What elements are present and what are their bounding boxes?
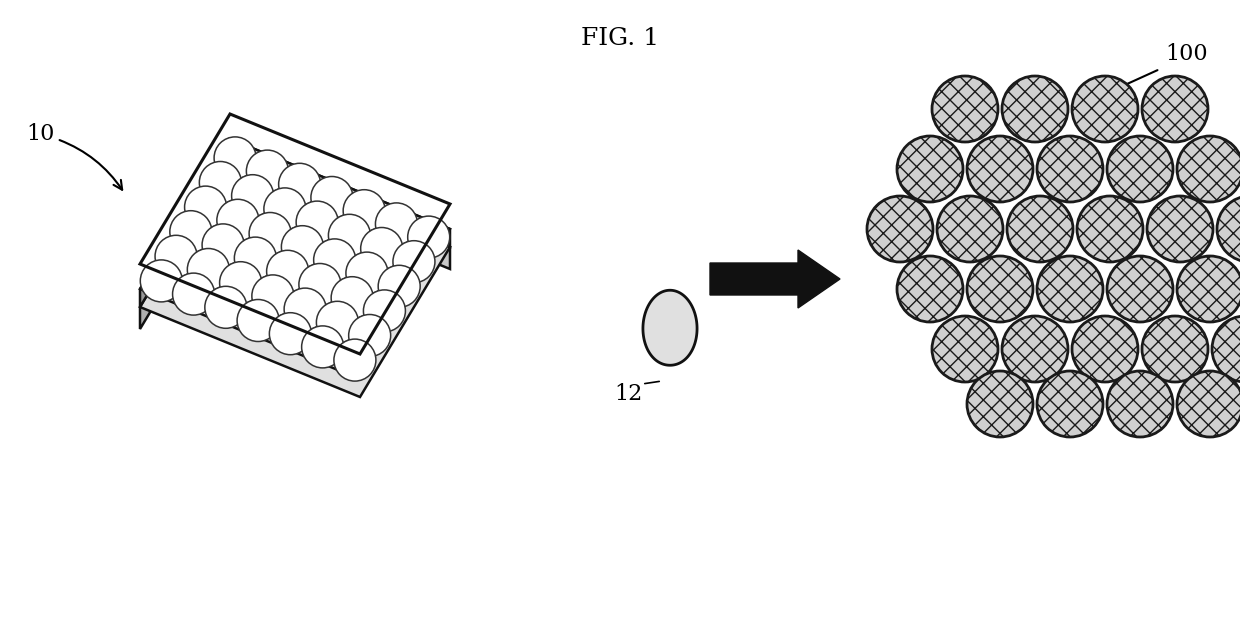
Text: 100: 100: [1166, 43, 1208, 65]
Text: FIG. 1: FIG. 1: [582, 27, 658, 50]
Circle shape: [334, 339, 376, 381]
FancyArrow shape: [711, 250, 839, 308]
Circle shape: [408, 216, 450, 258]
Circle shape: [301, 326, 343, 368]
Circle shape: [284, 288, 326, 330]
Circle shape: [1211, 316, 1240, 382]
Circle shape: [155, 235, 197, 277]
Text: 12: 12: [614, 383, 642, 405]
Circle shape: [1107, 371, 1173, 437]
Polygon shape: [642, 290, 697, 365]
Circle shape: [1147, 196, 1213, 262]
Circle shape: [967, 371, 1033, 437]
Circle shape: [967, 136, 1033, 202]
Circle shape: [348, 314, 391, 357]
Polygon shape: [140, 139, 450, 379]
Circle shape: [331, 277, 373, 319]
Circle shape: [185, 186, 227, 228]
Polygon shape: [140, 157, 450, 397]
Circle shape: [1107, 256, 1173, 322]
Circle shape: [1078, 196, 1143, 262]
Circle shape: [343, 189, 386, 232]
Circle shape: [393, 241, 435, 283]
Circle shape: [932, 316, 998, 382]
Circle shape: [217, 199, 259, 241]
Circle shape: [1216, 196, 1240, 262]
Circle shape: [247, 150, 289, 192]
Circle shape: [897, 256, 963, 322]
Circle shape: [279, 163, 321, 206]
Circle shape: [311, 176, 353, 219]
Circle shape: [1142, 76, 1208, 142]
Circle shape: [252, 275, 294, 317]
Text: 13: 13: [332, 288, 404, 347]
Circle shape: [361, 228, 403, 269]
Circle shape: [232, 175, 274, 217]
Circle shape: [1037, 256, 1104, 322]
Circle shape: [1142, 316, 1208, 382]
Circle shape: [1073, 76, 1138, 142]
Polygon shape: [229, 157, 450, 269]
Circle shape: [897, 136, 963, 202]
Circle shape: [346, 252, 388, 294]
Text: 10: 10: [26, 123, 123, 190]
Circle shape: [281, 226, 324, 267]
Circle shape: [1037, 136, 1104, 202]
Polygon shape: [229, 139, 450, 247]
Circle shape: [376, 203, 418, 245]
Text: 11: 11: [200, 203, 238, 266]
Circle shape: [378, 266, 420, 307]
Circle shape: [215, 137, 257, 179]
Circle shape: [932, 76, 998, 142]
Circle shape: [1177, 136, 1240, 202]
Circle shape: [1002, 76, 1068, 142]
Circle shape: [237, 300, 279, 342]
Circle shape: [1073, 316, 1138, 382]
Polygon shape: [140, 139, 229, 307]
Circle shape: [329, 214, 371, 256]
Circle shape: [264, 188, 306, 230]
Polygon shape: [140, 157, 229, 329]
Circle shape: [937, 196, 1003, 262]
Circle shape: [202, 224, 244, 266]
Circle shape: [170, 210, 212, 253]
Circle shape: [269, 313, 311, 355]
Circle shape: [296, 201, 339, 243]
Circle shape: [363, 290, 405, 332]
Circle shape: [314, 239, 356, 281]
Circle shape: [1107, 136, 1173, 202]
Circle shape: [1002, 316, 1068, 382]
Circle shape: [299, 264, 341, 306]
Circle shape: [316, 301, 358, 344]
Circle shape: [187, 248, 229, 290]
Circle shape: [219, 262, 262, 304]
Circle shape: [249, 212, 291, 254]
Circle shape: [200, 162, 242, 204]
Circle shape: [1037, 371, 1104, 437]
Circle shape: [140, 260, 182, 302]
Circle shape: [172, 273, 215, 315]
Circle shape: [234, 237, 277, 279]
Circle shape: [267, 250, 309, 292]
Circle shape: [1007, 196, 1073, 262]
Circle shape: [205, 287, 247, 328]
Circle shape: [967, 256, 1033, 322]
Circle shape: [1177, 256, 1240, 322]
Circle shape: [1177, 371, 1240, 437]
Circle shape: [867, 196, 932, 262]
